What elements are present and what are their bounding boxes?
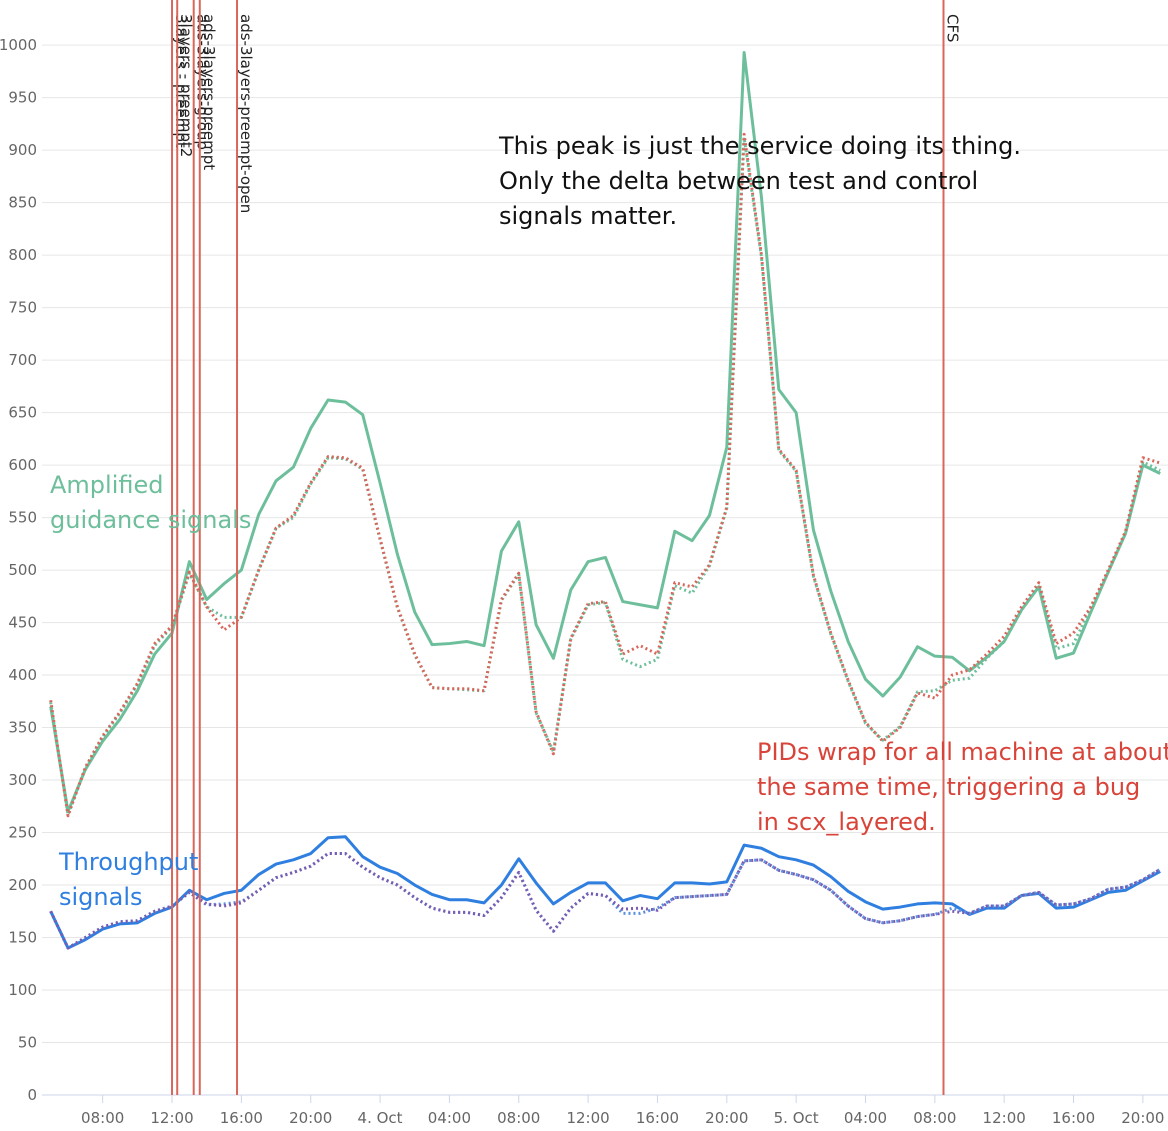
y-tick-label: 100 [8, 981, 37, 999]
annotation-line: Amplified [50, 471, 164, 499]
y-tick-label: 950 [8, 89, 37, 107]
annotation-line: guidance signals [50, 506, 252, 534]
y-tick-label: 350 [8, 719, 37, 737]
x-tick-label: 08:00 [81, 1109, 124, 1127]
y-tick-label: 250 [8, 824, 37, 842]
x-tick-label: 04:00 [428, 1109, 471, 1127]
y-tick-label: 300 [8, 771, 37, 789]
series-line [49, 136, 1161, 817]
annotation-line: PIDs wrap for all machine at about [757, 738, 1168, 766]
marker-label: CFS [943, 14, 961, 42]
annotation-line: the same time, triggering a bug [757, 773, 1141, 801]
x-tick-label: 20:00 [705, 1109, 748, 1127]
y-tick-label: 700 [8, 351, 37, 369]
y-tick-label: 650 [8, 404, 37, 422]
annotation: This peak is just the service doing its … [499, 129, 1021, 234]
y-tick-label: 450 [8, 614, 37, 632]
y-tick-label: 200 [8, 876, 37, 894]
x-tick-label: 12:00 [150, 1109, 193, 1127]
y-tick-label: 600 [8, 456, 37, 474]
y-tick-label: 150 [8, 929, 37, 947]
x-tick-label: 16:00 [1052, 1109, 1095, 1127]
annotation-line: This peak is just the service doing its … [499, 132, 1021, 160]
annotation-line: signals matter. [499, 202, 678, 230]
x-tick-label: 12:00 [983, 1109, 1026, 1127]
x-tick-label: 5. Oct [774, 1109, 819, 1127]
series-line [49, 835, 1161, 950]
y-tick-label: 800 [8, 246, 37, 264]
x-tick-label: 04:00 [844, 1109, 887, 1127]
x-tick-label: 08:00 [913, 1109, 956, 1127]
annotation: PIDs wrap for all machine at about the sa… [757, 735, 1168, 840]
series-line [49, 852, 1161, 950]
annotation-line: signals [59, 883, 143, 911]
x-tick-label: 16:00 [636, 1109, 679, 1127]
x-tick-label: 12:00 [566, 1109, 609, 1127]
y-tick-label: 850 [8, 194, 37, 212]
annotation: Amplified guidance signals [50, 468, 251, 538]
x-tick-label: 20:00 [289, 1109, 332, 1127]
y-tick-label: 750 [8, 299, 37, 317]
annotation: Throughput signals [59, 845, 198, 915]
marker-label: 3layers - preempt2 [177, 14, 195, 157]
marker-label: ads-3layers-preempt-open [237, 14, 255, 213]
annotation-line: Throughput [59, 848, 199, 876]
marker-label: ads-3layers-preempt [200, 14, 218, 170]
x-tick-label: 08:00 [497, 1109, 540, 1127]
y-tick-label: 550 [8, 509, 37, 527]
y-tick-label: 900 [8, 141, 37, 159]
x-tick-label: 20:00 [1121, 1109, 1164, 1127]
y-tick-label: 500 [8, 561, 37, 579]
y-tick-label: 50 [18, 1034, 37, 1052]
series-line [49, 852, 1161, 950]
marker-label: ads-3layers-group [194, 14, 212, 150]
y-tick-label: 1000 [0, 36, 37, 54]
y-tick-label: 0 [27, 1086, 37, 1104]
x-tick-label: 4. Oct [358, 1109, 403, 1127]
annotation-line: Only the delta between test and control [499, 167, 979, 195]
y-tick-label: 400 [8, 666, 37, 684]
annotation-line: in scx_layered. [757, 808, 936, 836]
x-tick-label: 16:00 [220, 1109, 263, 1127]
